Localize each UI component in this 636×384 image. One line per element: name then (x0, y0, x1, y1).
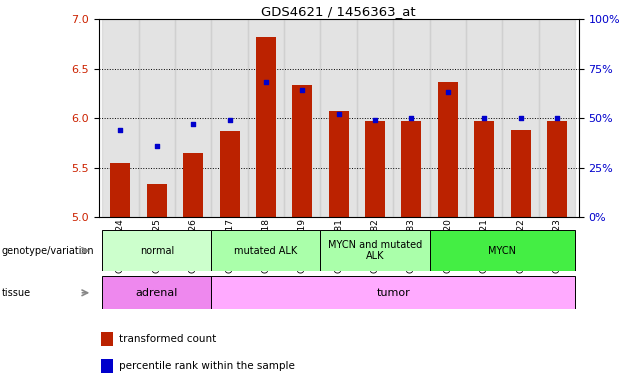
Point (334, 111, 344, 117)
Bar (102, 333, 113, 346)
Bar (211, 230, 321, 271)
Text: MYCN and mutated
ALK: MYCN and mutated ALK (328, 240, 422, 262)
Bar (139, 19, 175, 217)
Point (406, 115, 417, 121)
Text: percentile rank within the sample: percentile rank within the sample (119, 361, 294, 371)
Point (552, 115, 562, 121)
Point (188, 121, 198, 127)
Bar (211, 276, 575, 309)
Point (515, 115, 525, 121)
Bar (365, 121, 385, 217)
Text: tumor: tumor (377, 288, 410, 298)
Bar (102, 359, 113, 373)
Bar (102, 230, 211, 271)
Bar (111, 162, 130, 217)
Bar (429, 230, 575, 271)
Point (370, 117, 380, 123)
Bar (511, 130, 530, 217)
Bar (401, 121, 422, 217)
Bar (547, 121, 567, 217)
Point (479, 115, 489, 121)
Bar (248, 19, 284, 217)
Bar (147, 184, 167, 217)
Bar (211, 19, 248, 217)
Text: normal: normal (140, 245, 174, 256)
Point (297, 87, 307, 93)
Title: GDS4621 / 1456363_at: GDS4621 / 1456363_at (261, 5, 416, 18)
Point (225, 117, 235, 123)
Point (152, 143, 162, 149)
Text: transformed count: transformed count (119, 334, 216, 344)
Point (443, 89, 453, 96)
Bar (357, 19, 393, 217)
Bar (284, 19, 321, 217)
Bar (329, 111, 349, 217)
Text: tissue: tissue (1, 288, 31, 298)
Bar (321, 19, 357, 217)
Bar (466, 19, 502, 217)
Text: mutated ALK: mutated ALK (234, 245, 298, 256)
Bar (219, 131, 240, 217)
Bar (102, 19, 139, 217)
Bar (175, 19, 211, 217)
Text: adrenal: adrenal (135, 288, 178, 298)
Bar (429, 19, 466, 217)
Bar (393, 19, 429, 217)
Bar (502, 19, 539, 217)
Bar (474, 121, 494, 217)
Bar (102, 276, 211, 309)
Text: MYCN: MYCN (488, 245, 516, 256)
Point (261, 79, 271, 86)
Text: genotype/variation: genotype/variation (1, 245, 94, 256)
Bar (256, 37, 276, 217)
Bar (183, 153, 203, 217)
Bar (293, 86, 312, 217)
Bar (539, 19, 575, 217)
Bar (321, 230, 429, 271)
Point (115, 127, 125, 133)
Bar (438, 83, 458, 217)
